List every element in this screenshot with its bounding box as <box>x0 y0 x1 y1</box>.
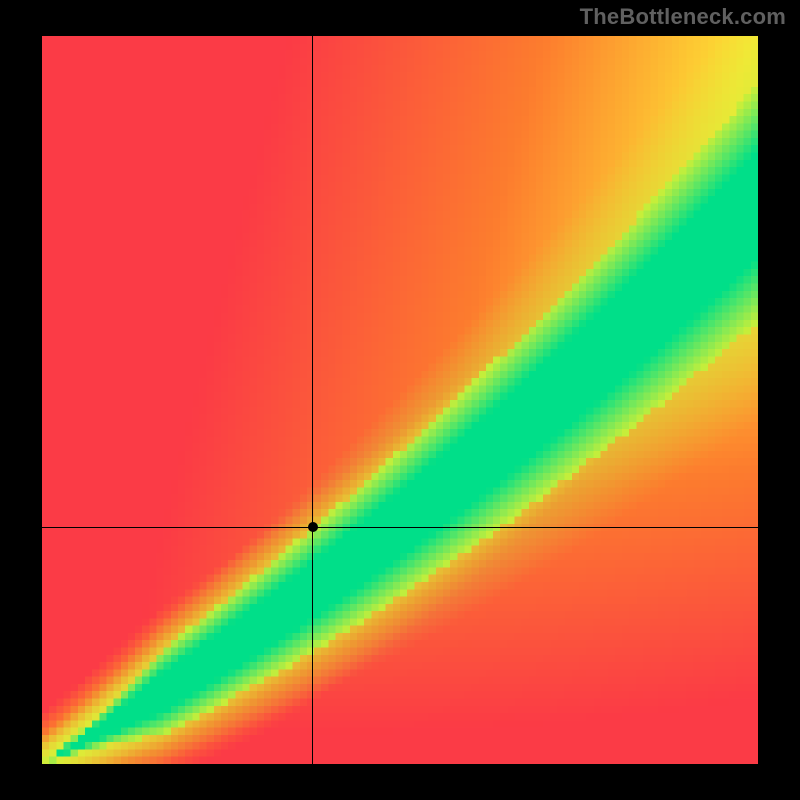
bottleneck-heatmap <box>42 36 758 764</box>
crosshair-vertical-line <box>312 36 313 764</box>
crosshair-horizontal-line <box>42 527 758 528</box>
watermark-text: TheBottleneck.com <box>580 4 786 30</box>
chart-container: TheBottleneck.com <box>0 0 800 800</box>
